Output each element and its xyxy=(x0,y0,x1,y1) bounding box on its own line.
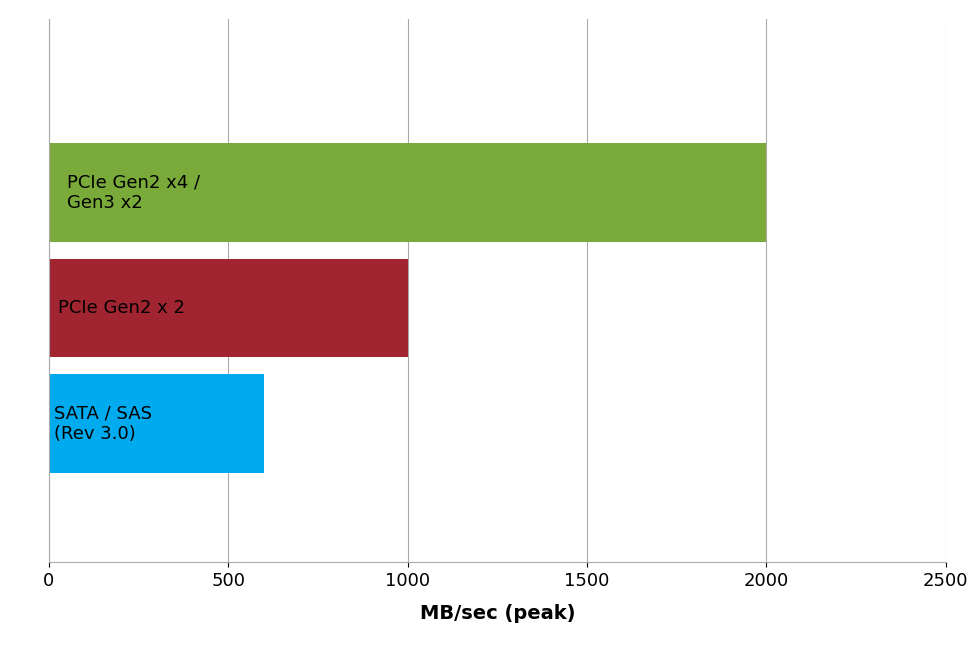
Text: PCIe Gen2 x4 /
Gen3 x2: PCIe Gen2 x4 / Gen3 x2 xyxy=(66,173,200,212)
Bar xyxy=(49,375,264,472)
X-axis label: MB/sec (peak): MB/sec (peak) xyxy=(419,603,575,623)
Bar xyxy=(49,143,766,242)
Bar xyxy=(49,259,408,357)
Text: PCIe Gen2 x 2: PCIe Gen2 x 2 xyxy=(58,299,184,317)
Text: SATA / SAS
(Rev 3.0): SATA / SAS (Rev 3.0) xyxy=(55,404,152,443)
